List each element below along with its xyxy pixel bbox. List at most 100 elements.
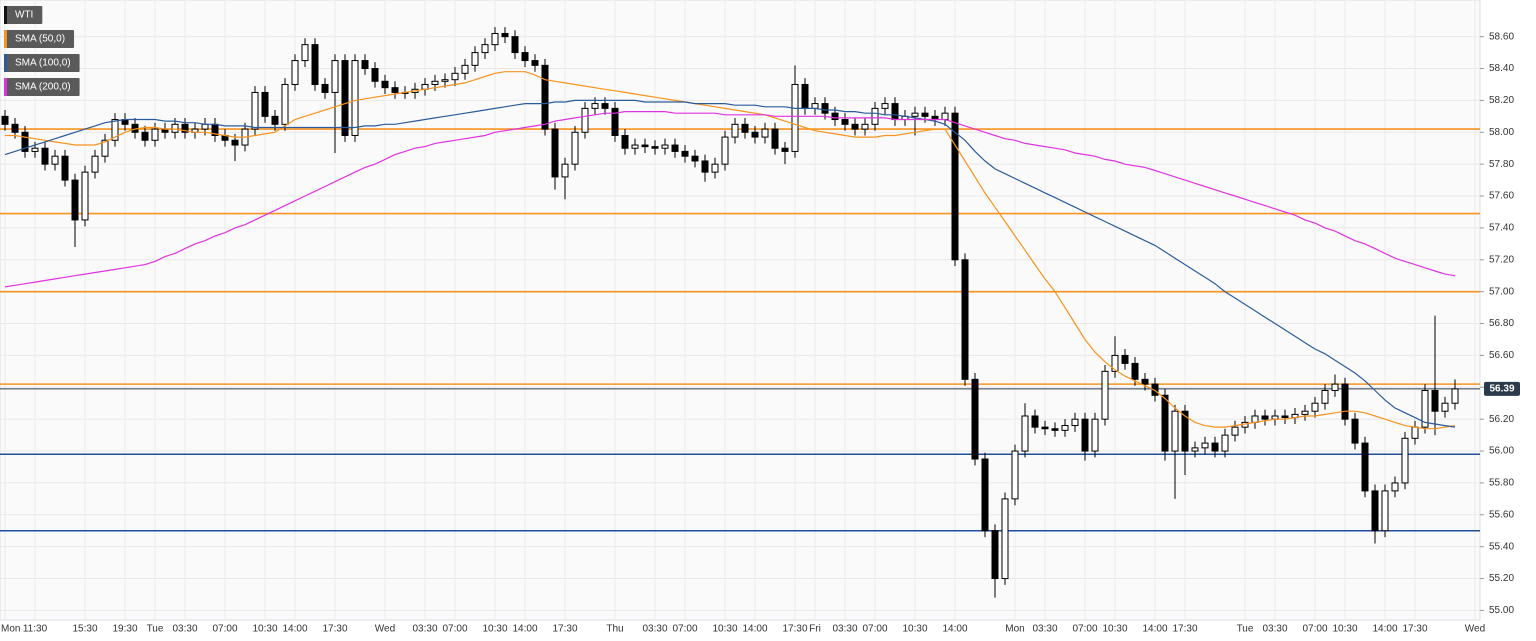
candle-body [791,83,799,152]
candle-body [301,44,309,62]
candle-body [491,32,499,46]
candle-body [1081,418,1089,452]
candle-body [621,134,629,149]
x-tick-label: Wed [375,624,395,635]
candles [1,27,1459,598]
candle-body [1371,490,1379,532]
legend-box [4,30,75,48]
candle-body [41,147,49,165]
x-tick-label: 03:30 [412,624,437,635]
candle-body [921,112,929,117]
x-tick-label: 17:30 [322,624,347,635]
candle-body [1301,410,1309,415]
legend-swatch [4,78,7,96]
candle-body [1341,383,1349,420]
candle-body [1111,354,1119,372]
candle-body [1311,402,1319,412]
candle-body [591,103,599,109]
candle-body [831,112,839,121]
candle-body [31,147,39,152]
candle-body [781,147,789,152]
candle-body [1221,434,1229,452]
candle-body [961,259,969,380]
candle-body [341,60,349,136]
legend-box [4,6,43,24]
candle-body [541,64,549,130]
candle-body [1101,370,1109,420]
candle-body [1031,415,1039,428]
x-tick-label: 07:00 [672,624,697,635]
x-tick-label: Fri [809,624,821,635]
candle-body [941,112,949,121]
x-tick-label: 15:30 [72,624,97,635]
candle-body [601,103,609,109]
y-tick-label: 57.60 [1489,191,1514,202]
candle-body [201,123,209,130]
x-tick-label: Wed [1465,624,1485,635]
candle-body [731,123,739,138]
candle-body [991,530,999,580]
candle-body [751,131,759,138]
x-tick-label: 07:00 [1302,624,1327,635]
x-tick-label: 10:30 [1102,624,1127,635]
candle-body [231,139,239,146]
levels [0,128,1480,532]
x-tick-label: 17:30 [782,624,807,635]
candle-body [1451,388,1459,404]
candle-body [251,91,259,130]
candle-body [861,123,869,130]
candle-body [471,52,479,66]
candle-body [871,107,879,125]
y-tick-label: 58.20 [1489,95,1514,106]
y-tick-label: 55.20 [1489,573,1514,584]
candle-body [271,115,279,125]
last-price-tag [1484,381,1520,396]
candle-body [1161,394,1169,452]
x-tick-label: 11:30 [23,624,48,635]
axes: 55.0055.2055.4055.6055.8056.0056.2056.40… [1,31,1520,635]
y-tick-label: 57.20 [1489,254,1514,265]
candle-body [151,128,159,141]
candle-body [581,107,589,133]
candle-body [1051,428,1059,431]
candle-body [81,171,89,221]
y-tick-label: 55.40 [1489,541,1514,552]
candle-body [181,123,189,133]
candle-body [771,128,779,149]
candle-body [1321,389,1329,404]
candle-body [451,72,459,81]
candle-body [521,52,529,62]
x-tick-label: Mon [1005,624,1024,635]
x-tick-label: Tue [1237,624,1254,635]
candle-body [851,123,859,130]
candle-body [1441,402,1449,412]
x-tick-label: 17:30 [1402,624,1427,635]
candle-body [371,68,379,82]
sma-line [4,111,1456,288]
candle-body [1071,418,1079,427]
candle-body [1141,378,1149,385]
candle-body [1201,442,1209,449]
candle-body [11,123,19,133]
candle-body [881,103,889,109]
x-tick-label: 19:30 [112,624,137,635]
candle-body [351,60,359,136]
candle-body [261,91,269,117]
sma-line [5,71,1456,430]
legend-swatch [4,30,7,48]
legend-swatch [4,54,7,72]
candle-body [441,79,449,82]
candle-body [1011,450,1019,500]
candle-body [281,83,289,125]
candle-body [1091,418,1099,452]
legend-label: SMA (50,0) [15,34,65,45]
candle-body [101,139,109,157]
x-tick-label: 14:00 [742,624,767,635]
candle-body [911,112,919,117]
candle-body [951,112,959,261]
candle-body [381,80,389,89]
candle-body [841,119,849,125]
candle-body [91,155,99,173]
